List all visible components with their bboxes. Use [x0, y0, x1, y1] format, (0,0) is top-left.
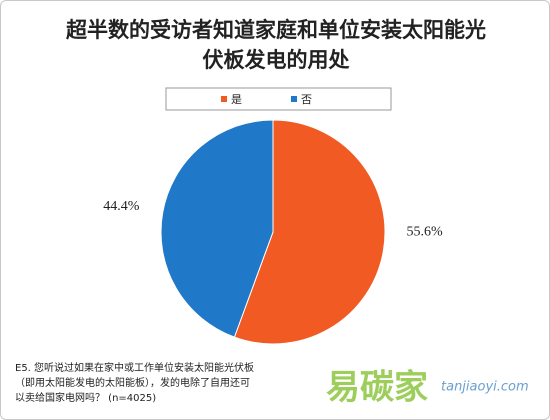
- legend-box: [165, 87, 392, 111]
- data-label: 44.4%: [103, 199, 140, 214]
- legend-label: 是: [231, 93, 242, 106]
- footnote-line: （即用太阳能发电的太阳能板），发的电除了自用还可: [15, 378, 250, 389]
- footnote: E5. 您听说过如果在家中或工作单位安装太阳能光伏板 （即用太阳能发电的太阳能板）…: [15, 361, 254, 406]
- pie-slice: [160, 119, 274, 338]
- pie-slice: [233, 119, 386, 345]
- data-label: 55.6%: [407, 224, 444, 239]
- legend-swatch: [291, 96, 297, 102]
- legend-swatch: [221, 96, 227, 102]
- footnote-line: E5. 您听说过如果在家中或工作单位安装太阳能光伏板: [15, 363, 255, 374]
- chart-title: 超半数的受访者知道家庭和单位安装太阳能光伏板发电的用处: [66, 18, 486, 72]
- watermark-brand: 易碳家: [326, 368, 428, 408]
- watermark-site: tanjiaoyi.com: [441, 380, 529, 395]
- legend-label: 否: [301, 93, 312, 106]
- footnote-line: 以卖给国家电网吗？ (n=4025): [15, 393, 157, 404]
